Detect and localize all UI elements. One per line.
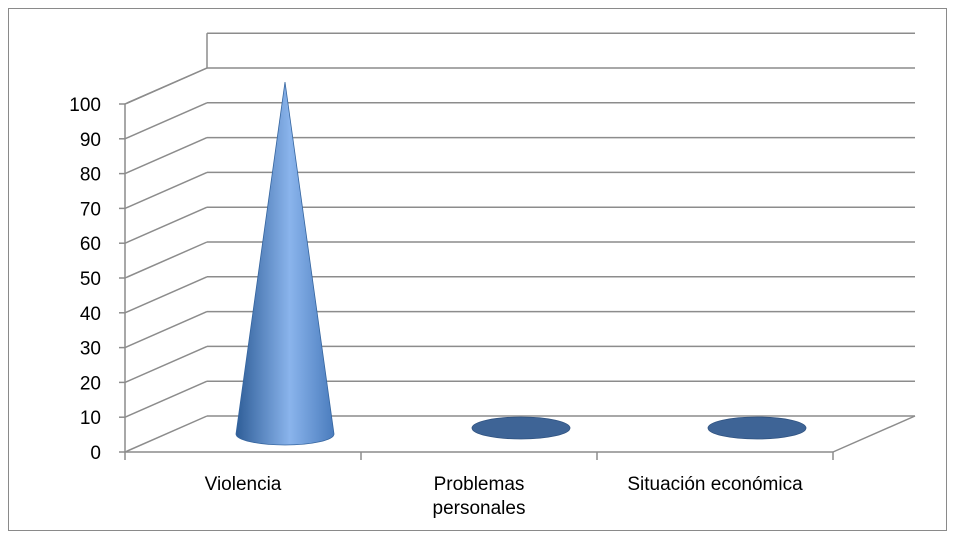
cone-marks: [235, 81, 807, 446]
y-tick-label: 20: [80, 373, 101, 394]
cone-chart: 0 10 20 30 40 50 60 70 80 90 100 Violencia Problema…: [69, 32, 916, 519]
y-tick-label: 50: [80, 269, 101, 290]
y-tick-labels: 0 10 20 30 40 50 60 70 80 90 100: [69, 95, 125, 464]
cone-mark: [471, 416, 571, 440]
gridlines: [124, 32, 916, 453]
gridline: [124, 206, 915, 244]
y-tick-label: 80: [80, 165, 101, 186]
cone-mark: [235, 81, 335, 446]
gridline: [124, 241, 915, 279]
category-label: Violencia: [205, 474, 282, 495]
gridline: [124, 171, 915, 210]
axes: [124, 104, 834, 460]
gridline: [124, 102, 915, 140]
y-tick-label: 40: [80, 304, 101, 325]
chart-frame: 0 10 20 30 40 50 60 70 80 90 100 Violencia Problema…: [8, 8, 947, 531]
cone-mark: [707, 416, 807, 440]
gridline-top: [124, 32, 915, 105]
gridline: [124, 67, 915, 105]
category-label: Situación económica: [627, 474, 803, 495]
y-tick-label: 100: [69, 95, 101, 116]
y-tick-label: 10: [80, 408, 101, 429]
y-tick-label: 70: [80, 199, 101, 220]
y-tick-label: 90: [80, 130, 101, 151]
category-label: Problemas personales: [433, 474, 526, 519]
y-tick-label: 0: [90, 443, 101, 464]
y-tick-label: 60: [80, 234, 101, 255]
gridline: [124, 136, 915, 175]
gridline: [124, 276, 915, 314]
gridline: [124, 345, 915, 384]
y-tick-label: 30: [80, 339, 101, 360]
gridline: [124, 310, 915, 349]
category-labels: Violencia Problemas personales Situación ec…: [205, 474, 803, 519]
